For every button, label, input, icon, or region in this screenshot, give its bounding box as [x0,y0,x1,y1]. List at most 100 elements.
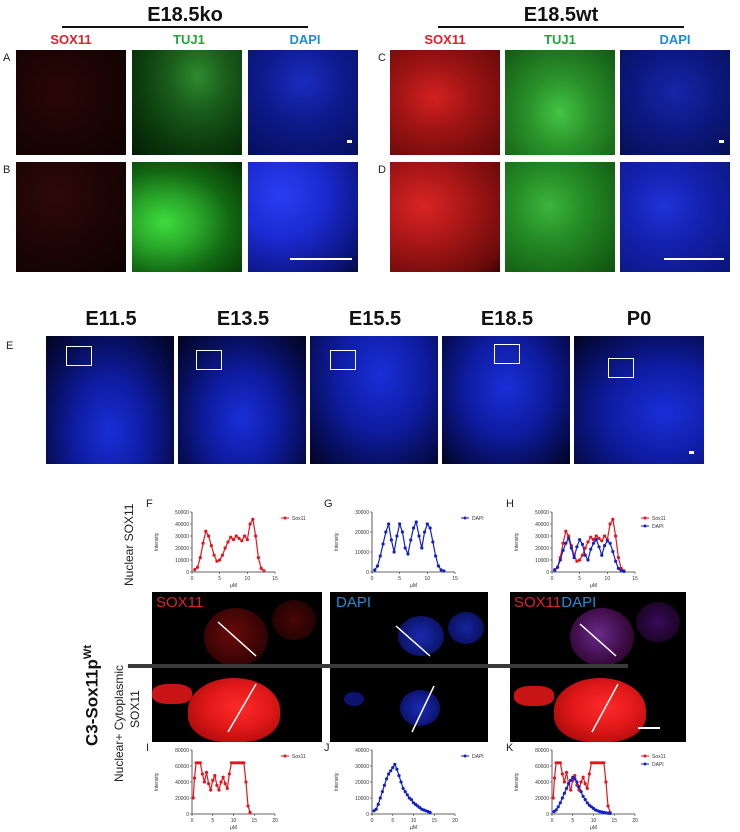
x-tick-label: 15 [632,576,638,582]
y-tick-label: 40000 [175,780,189,786]
data-point [580,553,585,557]
row-divider [128,664,628,668]
channel-label-sox11-ko: SOX11 [50,32,92,47]
data-point [246,804,250,808]
data-point [581,794,585,798]
data-point [242,761,246,765]
series-line-sox11 [192,762,251,813]
y-tick-label: 20000 [535,546,549,552]
section-p0 [574,336,704,464]
data-point [195,565,200,569]
y-tick-label: 60000 [535,764,549,770]
data-point [395,534,399,538]
data-point [226,540,230,544]
data-point [375,564,380,568]
data-point [616,556,620,560]
scale-bar [719,140,724,143]
data-point [384,530,388,534]
data-point [420,546,424,550]
data-point [428,810,432,814]
chart-f: 0 10000 20000 30000 40000 50000 0 5 10 15 Intensit… [154,510,306,588]
y-tick-label: 10000 [535,558,549,564]
data-point [248,522,252,526]
data-point [248,810,252,814]
data-point [575,559,579,563]
y-tick-label: 10000 [355,796,369,802]
section-e15-5 [310,336,438,464]
data-point [573,777,577,781]
micrograph-d-sox11 [390,162,500,272]
x-tick-label: 10 [605,576,611,582]
x-tick-label: 5 [211,818,214,824]
stage-label-e13-5: E13.5 [216,308,270,330]
series-line-dapi [374,520,445,572]
data-point [245,538,249,542]
data-point [561,541,565,545]
data-point [223,782,227,786]
side-label-nuclear-cyto-2: SOX11 [128,690,142,728]
y-tick-label: 30000 [535,534,549,540]
data-point [244,780,248,784]
y-tick-label: 30000 [355,510,369,516]
y-tick-label: 10000 [175,558,189,564]
chart-h: 0 10000 20000 30000 40000 50000 0 5 10 15 Intensit… [514,510,666,588]
y-axis-label: Intensity [334,532,340,551]
data-point [575,545,579,549]
panel-label-e: E [6,340,14,352]
profile-lines [217,621,257,733]
cell-merged: SOX11DAPI [510,592,686,742]
data-point [201,541,205,545]
data-point [389,538,393,542]
data-point [389,769,393,773]
data-point [417,534,421,538]
data-point [227,772,231,776]
x-tick-label: 5 [578,576,581,582]
data-point [560,796,564,800]
data-point [373,568,377,572]
y-tick-label: 0 [546,812,549,818]
chart-k: 0 20000 40000 60000 80000 0 5 10 15 20 Intensity µM… [514,748,666,830]
x-tick-label: 0 [191,576,194,582]
overlay-label-merged: SOX11DAPI [514,594,596,611]
data-point [411,526,416,530]
data-point [569,788,573,792]
data-point [397,774,401,778]
legend-label: DAPI [472,754,484,760]
data-point [393,762,397,766]
profile-lines [395,625,435,733]
legend-label: DAPI [652,524,664,530]
y-axis-label: Intensity [514,532,520,551]
channel-label-sox11-wt: SOX11 [424,32,466,47]
data-point [391,766,395,770]
y-axis-label: Intensity [514,772,520,791]
micrograph-a-tuj1 [132,50,242,155]
x-tick-label: 15 [452,576,458,582]
data-point [211,778,215,782]
data-point [436,564,440,568]
nucleus-top-right [448,612,484,644]
data-point [193,568,197,572]
panel-label-h: H [506,498,514,510]
overlay-label-sox11: SOX11 [156,594,204,611]
data-point [555,565,560,569]
data-point [602,544,607,548]
legend-label: Sox11 [652,754,666,760]
data-point [597,536,601,540]
micrograph-d-tuj1 [505,162,615,272]
cell-top-right [636,602,680,642]
x-tick-label: 0 [371,576,374,582]
data-point [611,517,615,521]
data-point [583,798,587,802]
x-axis-label: µM [590,825,597,830]
data-point [569,546,573,550]
genotype-main: C3-Sox11p [82,659,102,746]
data-point [378,796,382,800]
data-point [600,539,604,543]
cell-top-right [272,600,316,640]
x-axis-label: µM [590,583,597,588]
data-point [608,522,612,526]
panel-label-a: A [3,52,11,64]
side-label-nuclear: Nuclear SOX11 [122,503,136,586]
data-point [608,811,612,815]
data-point [586,540,590,544]
